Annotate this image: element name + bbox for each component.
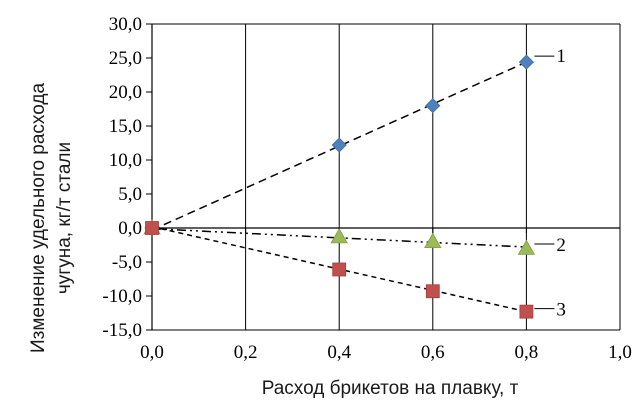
data-points — [143, 54, 536, 319]
x-tick-label: 0,2 — [234, 342, 258, 363]
data-point-series-2 — [330, 228, 348, 244]
y-tick-label: 15,0 — [109, 116, 142, 137]
y-axis-title-line-2: чугуна, кг/т стали — [54, 142, 75, 294]
series-label-1: 1 — [556, 46, 566, 67]
tick-labels: 30,025,020,015,010,05,00,0-5,0-10,0-15,0… — [102, 14, 631, 363]
y-tick-label: 0,0 — [118, 218, 142, 239]
data-point-series-2 — [424, 232, 442, 249]
y-tick-label: 30,0 — [109, 14, 142, 35]
x-tick-label: 0,8 — [515, 342, 539, 363]
data-point-series-1 — [518, 54, 534, 70]
data-point-series-1 — [331, 137, 347, 153]
y-axis-title-line-1: Изменение удельного расхода — [28, 83, 49, 353]
x-tick-label: 0,4 — [327, 342, 351, 363]
x-tick-label: 1,0 — [608, 342, 632, 363]
x-tick-label: 0,0 — [140, 342, 164, 363]
y-tick-label: -10,0 — [102, 286, 142, 307]
data-point-series-3 — [519, 304, 534, 319]
y-tick-label: -5,0 — [112, 252, 142, 273]
data-point-series-3 — [145, 221, 159, 235]
data-point-series-3 — [332, 262, 347, 277]
data-point-series-2 — [517, 239, 536, 255]
y-tick-label: -15,0 — [102, 320, 142, 341]
x-axis-title: Расход брикетов на плавку, т — [262, 378, 519, 399]
series-labels: 1 2 3 — [534, 46, 566, 321]
series-label-3: 3 — [556, 300, 566, 321]
grid — [152, 23, 621, 330]
trend-line-series-1 — [151, 61, 527, 231]
y-tick-label: 25,0 — [109, 48, 142, 69]
y-tick-label: 10,0 — [109, 150, 142, 171]
series-label-2: 2 — [556, 235, 566, 256]
axes — [146, 23, 621, 331]
y-tick-label: 5,0 — [118, 184, 142, 205]
data-point-series-3 — [425, 284, 440, 299]
data-point-series-1 — [425, 98, 441, 114]
x-tick-label: 0,6 — [421, 342, 445, 363]
y-tick-label: 20,0 — [109, 82, 142, 103]
